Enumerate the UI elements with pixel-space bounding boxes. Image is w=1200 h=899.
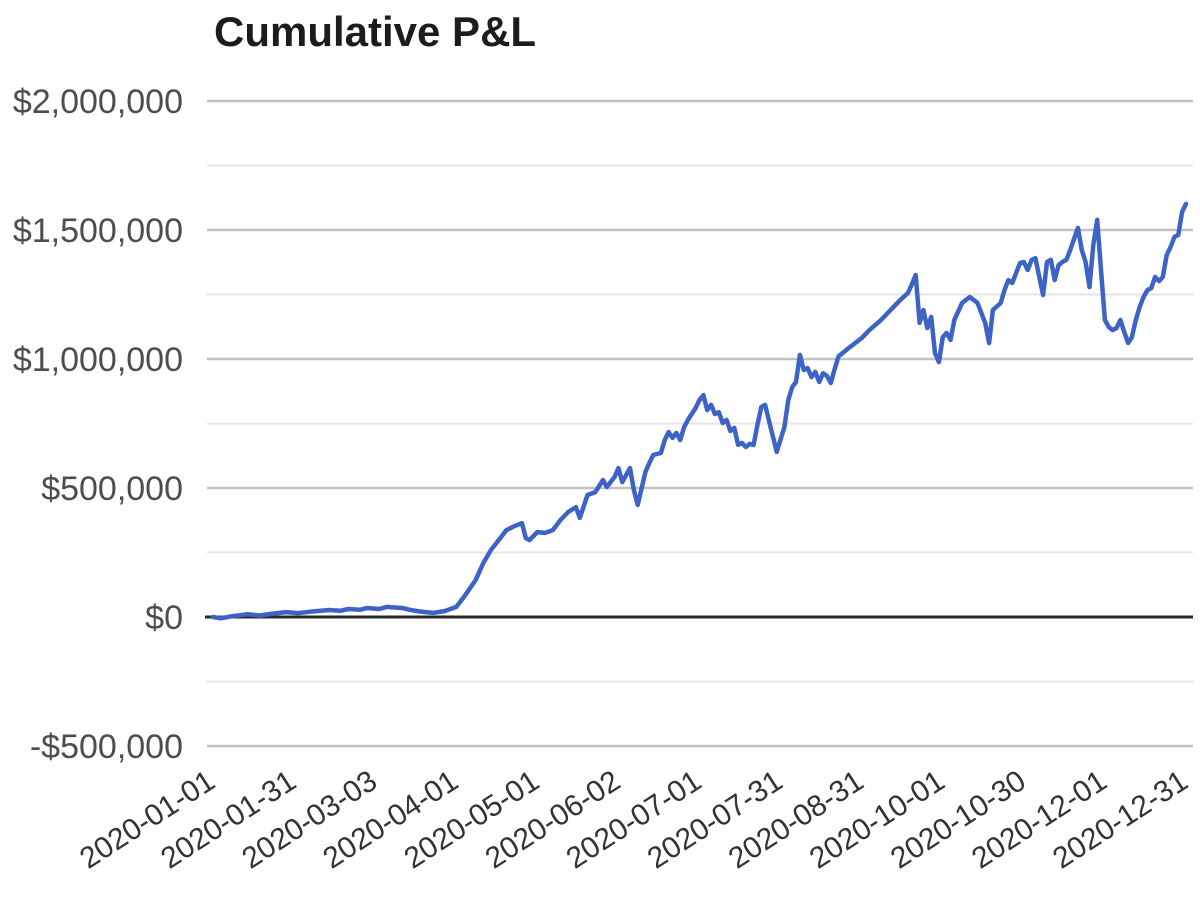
y-axis-tick-label: $2,000,000 [13,83,183,121]
y-axis-tick-label: $0 [145,599,183,637]
y-axis-tick-label: -$500,000 [30,728,183,766]
y-axis-tick-label: $1,000,000 [13,341,183,379]
chart-title: Cumulative P&L [214,8,537,55]
pl-line [210,201,1189,621]
y-axis-tick-label: $500,000 [41,470,183,508]
y-axis-tick-label: $1,500,000 [13,212,183,250]
